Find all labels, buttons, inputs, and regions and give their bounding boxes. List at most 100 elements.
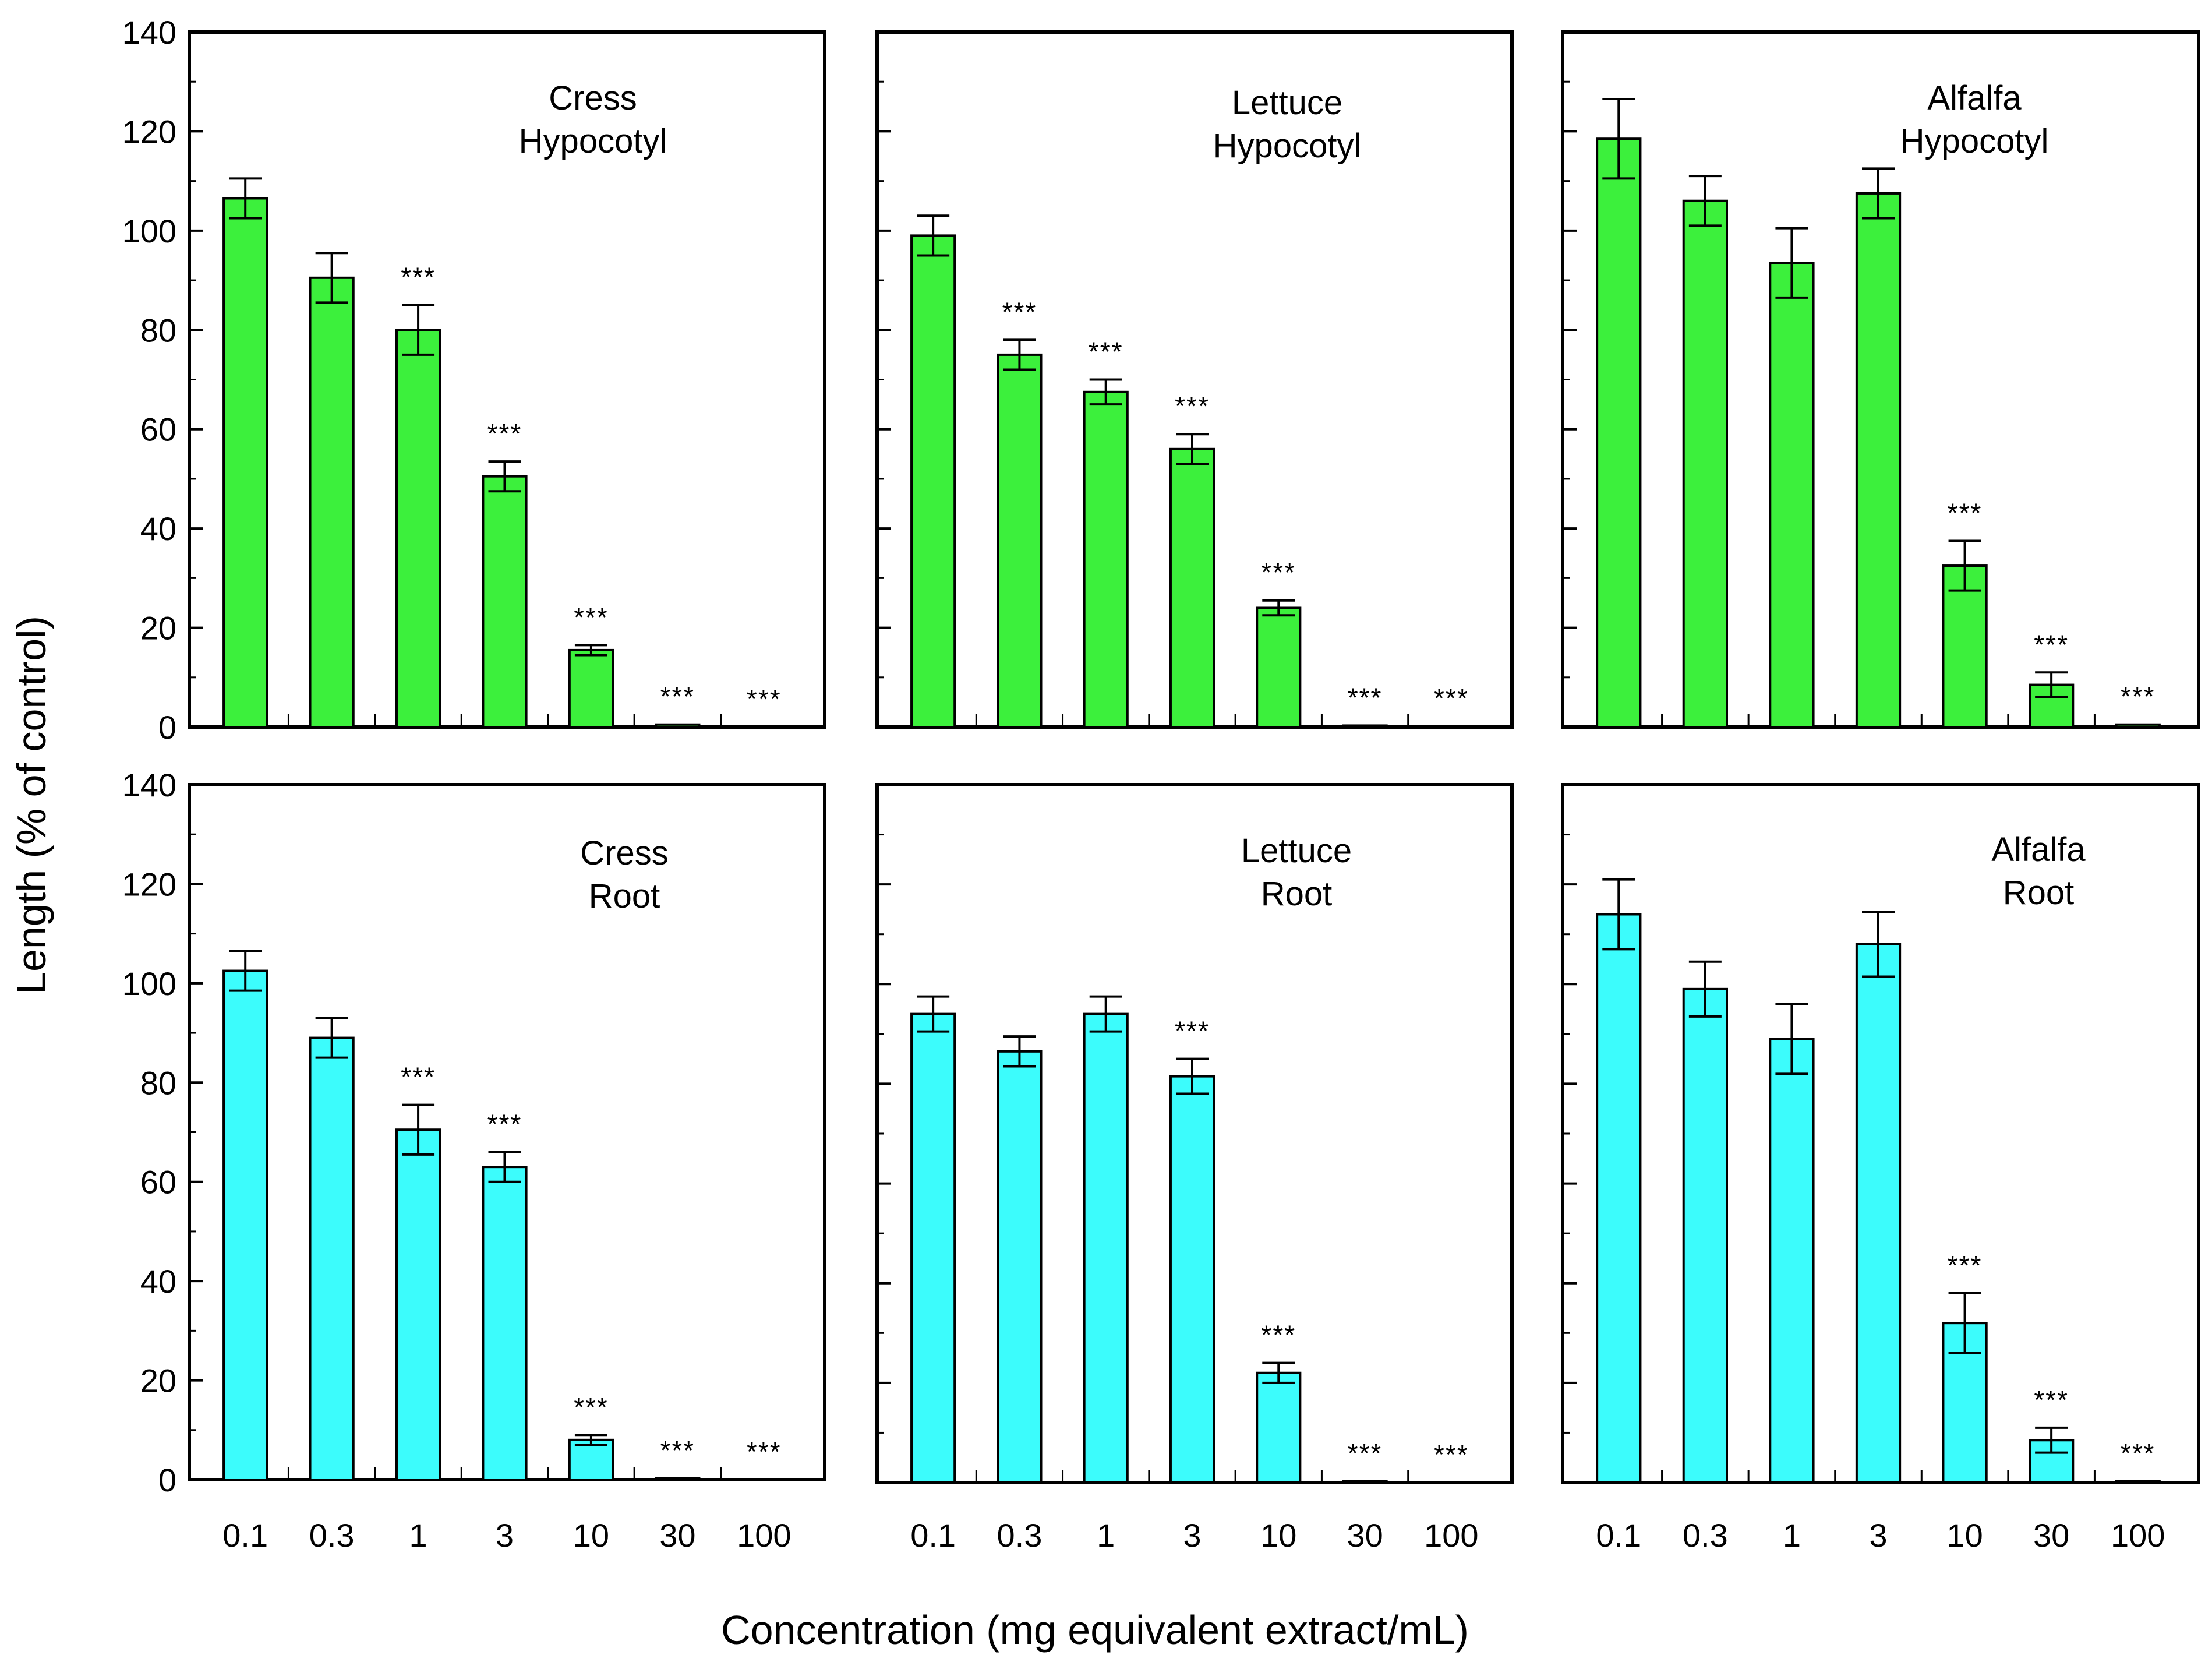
x-axis-title: Concentration (mg equivalent extract/mL)	[721, 1607, 1469, 1653]
chart-panel-2: *** *** *** *** *** *** Lettuce Hypocotyl	[875, 30, 1514, 729]
bar-100	[2115, 723, 2161, 728]
bar-1	[395, 329, 441, 728]
bar-1	[1769, 262, 1815, 729]
chart-panel-6: 0.1 0.3 1 3 *** 10 *** 30 *** 100 Alfalfa Root	[1561, 783, 2200, 1554]
y-tick-label: 40	[140, 1263, 176, 1300]
x-tick-label: 1	[409, 1517, 427, 1554]
significance-mark: ***	[1348, 1438, 1383, 1468]
bar-0_1	[910, 1012, 956, 1484]
y-tick-label: 140	[122, 14, 176, 51]
panel-label-line: Hypocotyl	[1900, 122, 2049, 160]
chart-panel-5: 0.1 0.3 1 *** 3 *** 10 *** 30 *** 100 Lettuce Root	[875, 783, 1514, 1554]
y-tick-label: 60	[140, 1164, 176, 1201]
significance-mark: ***	[401, 1062, 436, 1092]
chart-panel-4: 0 20 40 60 80 100 120 140 0.1 0.3 *** 1 *** 3 *** 10 ***…	[122, 767, 826, 1554]
bar-0_3	[309, 276, 355, 728]
significance-mark: ***	[2121, 1438, 2156, 1468]
x-tick-label: 30	[659, 1517, 695, 1554]
significance-mark: ***	[660, 1435, 695, 1465]
significance-mark: ***	[747, 1437, 782, 1467]
x-tick-label: 3	[1183, 1517, 1201, 1554]
bar-1	[395, 1128, 441, 1481]
x-tick-label: 3	[1869, 1517, 1887, 1554]
bar-0_3	[1682, 987, 1729, 1484]
bar-100	[1428, 725, 1474, 728]
bar-10	[1256, 1371, 1302, 1484]
significance-mark: ***	[1948, 1250, 1983, 1280]
y-tick-label: 80	[140, 312, 176, 348]
bar-10	[1256, 606, 1302, 728]
x-tick-label: 0.3	[1683, 1517, 1728, 1554]
x-tick-label: 0.1	[1596, 1517, 1641, 1554]
x-tick-label: 10	[1260, 1517, 1296, 1554]
significance-mark: ***	[1175, 1016, 1210, 1046]
panel-label-line: Cress	[549, 79, 637, 117]
significance-mark: ***	[1434, 683, 1469, 713]
bar-100	[2115, 1480, 2161, 1484]
bar-3	[1169, 1075, 1215, 1484]
y-axis-title: Length (% of control)	[9, 616, 54, 994]
y-tick-label: 20	[140, 1363, 176, 1399]
y-tick-label: 80	[140, 1064, 176, 1101]
x-tick-label: 1	[1783, 1517, 1801, 1554]
x-tick-label: 10	[573, 1517, 609, 1554]
panel-label-line: Root	[589, 877, 660, 915]
bar-1	[1083, 390, 1129, 728]
significance-mark: ***	[660, 682, 695, 712]
y-tick-label: 100	[122, 965, 176, 1002]
significance-mark: ***	[1434, 1439, 1469, 1470]
significance-mark: ***	[1089, 337, 1123, 367]
x-tick-label: 0.3	[997, 1517, 1042, 1554]
x-tick-label: 30	[1347, 1517, 1383, 1554]
significance-mark: ***	[1261, 1320, 1296, 1350]
x-tick-label: 1	[1097, 1517, 1115, 1554]
significance-mark: ***	[1175, 391, 1210, 421]
y-tick-label: 120	[122, 866, 176, 902]
significance-mark: ***	[487, 1109, 522, 1139]
chart-panel-3: *** *** *** Alfalfa Hypocotyl	[1561, 30, 2200, 729]
bar-0_3	[1682, 199, 1729, 728]
x-tick-label: 10	[1946, 1517, 1983, 1554]
x-tick-label: 100	[2111, 1517, 2165, 1554]
significance-mark: ***	[2121, 682, 2156, 712]
x-tick-label: 0.1	[222, 1517, 268, 1554]
x-tick-label: 100	[737, 1517, 791, 1554]
significance-mark: ***	[747, 684, 782, 714]
y-tick-label: 20	[140, 610, 176, 647]
bar-1	[1083, 1012, 1129, 1484]
bar-3	[1855, 943, 1902, 1484]
bar-0_1	[222, 197, 268, 729]
x-tick-label: 0.1	[910, 1517, 956, 1554]
y-tick-label: 100	[122, 213, 176, 249]
significance-mark: ***	[574, 602, 609, 632]
bar-0_1	[1596, 913, 1642, 1484]
y-tick-label: 0	[158, 709, 176, 746]
chart-panel-1: 0 20 40 60 80 100 120 140 *** *** *** *** *** Cress Hy…	[122, 14, 826, 746]
significance-mark: ***	[574, 1392, 609, 1422]
y-tick-label: 60	[140, 411, 176, 448]
bar-0_1	[910, 234, 956, 728]
bar-0_1	[1596, 137, 1642, 729]
bar-3	[482, 1166, 528, 1481]
panel-label-line: Lettuce	[1241, 832, 1352, 870]
significance-mark: ***	[1948, 497, 1983, 528]
bar-30	[655, 1477, 701, 1481]
panel-label-line: Root	[2003, 874, 2075, 912]
bar-30	[655, 723, 701, 728]
bar-0_3	[309, 1036, 355, 1481]
bar-3	[1169, 447, 1215, 728]
bar-30	[1342, 724, 1388, 729]
y-tick-label: 40	[140, 510, 176, 547]
bar-1	[1769, 1038, 1815, 1484]
x-tick-label: 3	[496, 1517, 514, 1554]
significance-mark: ***	[487, 418, 522, 449]
bar-0_1	[222, 969, 268, 1481]
y-tick-label: 0	[158, 1462, 176, 1498]
bar-0_3	[997, 353, 1043, 728]
significance-mark: ***	[401, 262, 436, 292]
significance-mark: ***	[2034, 1385, 2069, 1415]
panel-label-line: Hypocotyl	[519, 122, 667, 160]
x-tick-label: 100	[1424, 1517, 1478, 1554]
